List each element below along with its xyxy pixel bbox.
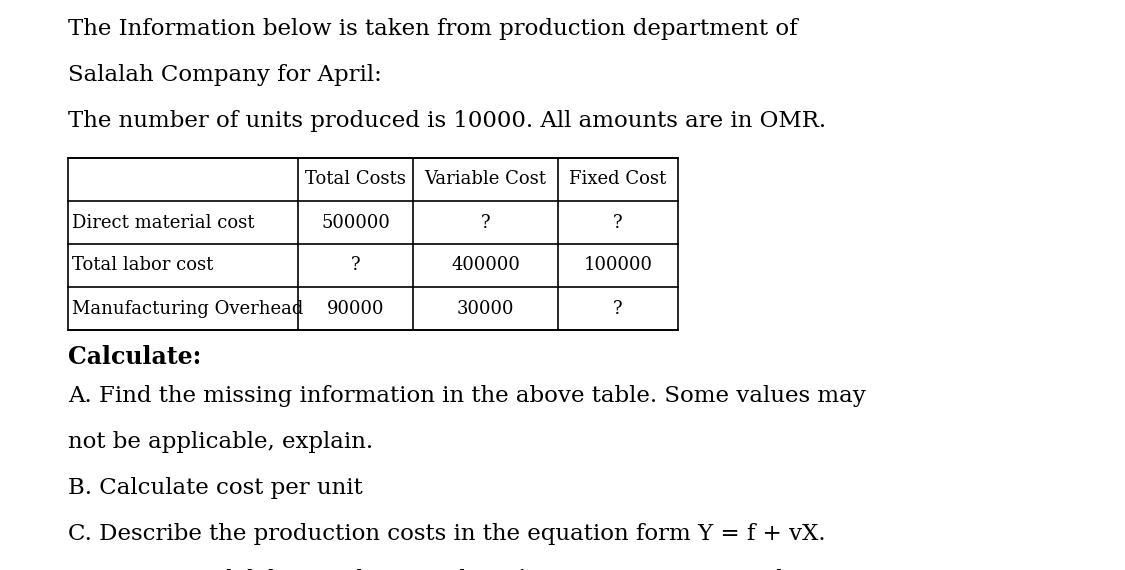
Text: ?: ? bbox=[613, 299, 623, 317]
Text: 100000: 100000 bbox=[584, 256, 652, 275]
Text: B. Calculate cost per unit: B. Calculate cost per unit bbox=[68, 477, 362, 499]
Text: Manufacturing Overhead: Manufacturing Overhead bbox=[72, 299, 304, 317]
Text: ?: ? bbox=[351, 256, 360, 275]
Text: ?: ? bbox=[613, 214, 623, 231]
Text: not be applicable, explain.: not be applicable, explain. bbox=[68, 431, 374, 453]
Text: 500000: 500000 bbox=[321, 214, 390, 231]
Text: The number of units produced is 10000. All amounts are in OMR.: The number of units produced is 10000. A… bbox=[68, 110, 826, 132]
Text: Total labor cost: Total labor cost bbox=[72, 256, 214, 275]
Text: The Information below is taken from production department of: The Information below is taken from prod… bbox=[68, 18, 798, 40]
Text: Total Costs: Total Costs bbox=[305, 170, 406, 189]
Text: Calculate:: Calculate: bbox=[68, 345, 201, 369]
Text: 30000: 30000 bbox=[457, 299, 514, 317]
Text: ?: ? bbox=[480, 214, 490, 231]
Bar bbox=[68, 158, 678, 330]
Text: C. Describe the production costs in the equation form Y = f + vX.: C. Describe the production costs in the … bbox=[68, 523, 826, 545]
Text: A. Find the missing information in the above table. Some values may: A. Find the missing information in the a… bbox=[68, 385, 866, 407]
Text: D. Assume Salalah intends to produce 10000 units next month.: D. Assume Salalah intends to produce 100… bbox=[68, 569, 798, 570]
Text: Variable Cost: Variable Cost bbox=[424, 170, 547, 189]
Text: Direct material cost: Direct material cost bbox=[72, 214, 254, 231]
Text: Fixed Cost: Fixed Cost bbox=[569, 170, 667, 189]
Text: 400000: 400000 bbox=[451, 256, 520, 275]
Text: 90000: 90000 bbox=[326, 299, 385, 317]
Text: Salalah Company for April:: Salalah Company for April: bbox=[68, 64, 381, 86]
